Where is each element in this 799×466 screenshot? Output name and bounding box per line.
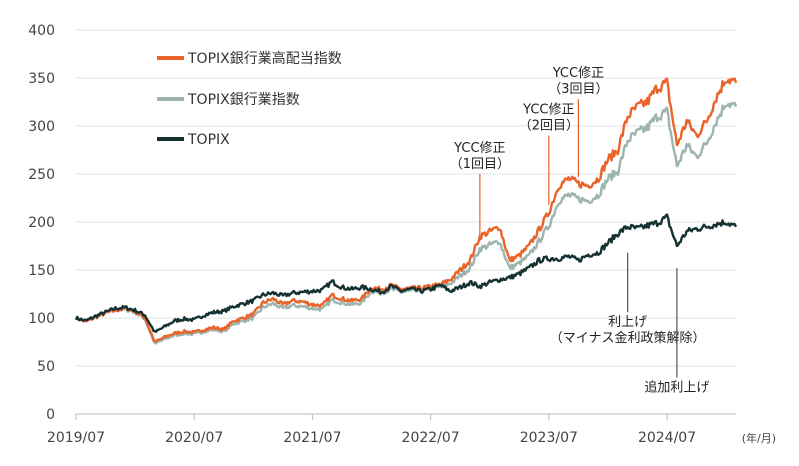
annotation-label: （3回目）: [548, 82, 608, 97]
annotation: YCC修正（2回目）: [519, 103, 579, 205]
x-tick-label: 2021/07: [283, 430, 341, 446]
x-tick-label: 2022/07: [402, 430, 460, 446]
x-axis-unit-label: (年/月): [742, 431, 776, 445]
series-line: [74, 213, 738, 333]
legend-label: TOPIX銀行業指数: [187, 92, 300, 108]
legend-item: TOPIX: [157, 132, 230, 148]
annotation-label: YCC修正: [552, 66, 604, 81]
y-tick-label: 50: [37, 359, 55, 375]
legend-label: TOPIX: [187, 132, 230, 148]
y-tick-label: 150: [28, 263, 55, 279]
legend-item: TOPIX銀行業指数: [157, 92, 300, 108]
x-tick-label: 2023/07: [520, 430, 578, 446]
y-tick-label: 350: [28, 71, 55, 87]
annotation-label: 利上げ: [608, 315, 647, 330]
legend-label: TOPIX銀行業高配当指数: [187, 50, 342, 67]
series-layer: [74, 77, 738, 345]
x-tick-label: 2024/07: [638, 430, 696, 446]
annotation: YCC修正（1回目）: [450, 141, 510, 242]
y-tick-label: 300: [28, 119, 55, 135]
annotation-label: （2回目）: [519, 119, 579, 134]
annotation-label: YCC修正: [453, 141, 505, 156]
y-tick-label: 0: [46, 407, 55, 423]
y-tick-label: 400: [28, 23, 55, 39]
annotation-label: YCC修正: [522, 103, 574, 118]
y-tick-label: 200: [28, 215, 55, 231]
x-tick-label: 2020/07: [165, 430, 223, 446]
gridlines: [76, 29, 736, 415]
series-line: [74, 101, 738, 345]
annotation: 追加利上げ: [644, 268, 709, 396]
legend: TOPIX銀行業高配当指数 TOPIX銀行業指数 TOPIX: [157, 50, 342, 148]
annotation-label: 追加利上げ: [644, 380, 709, 396]
annotation-label: （マイナス金利政策解除）: [550, 330, 706, 346]
series-line: [74, 77, 738, 343]
y-tick-label: 100: [28, 311, 55, 327]
annotation: YCC修正（3回目）: [548, 66, 609, 177]
x-axis: 2019/07 2020/07 2021/07 2022/07 2023/07 2024/…: [47, 414, 696, 446]
legend-item: TOPIX銀行業高配当指数: [157, 50, 342, 67]
y-tick-label: 250: [28, 167, 55, 183]
annotation: 利上げ（マイナス金利政策解除）: [550, 252, 706, 346]
x-tick-label: 2019/07: [47, 430, 105, 446]
annotation-layer: YCC修正（1回目）YCC修正（2回目）YCC修正（3回目）利上げ（マイナス金利…: [450, 66, 710, 395]
y-axis: 0 50 100 150 200 250 300 350 400: [28, 23, 55, 423]
annotation-label: （1回目）: [450, 157, 510, 172]
